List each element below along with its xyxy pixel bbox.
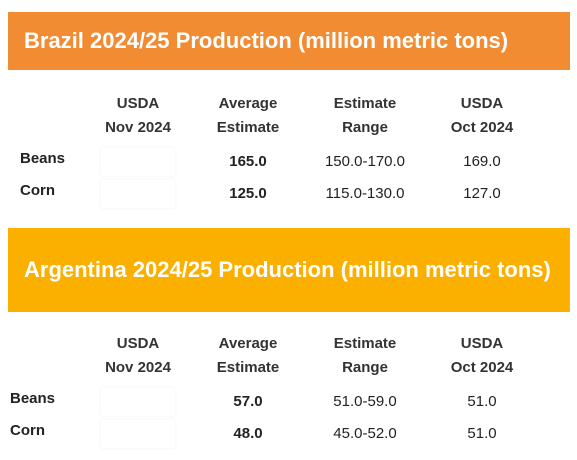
blank-cell: [101, 180, 175, 208]
table-cell: 48.0: [233, 425, 263, 442]
table-cell: 45.0-52.0: [333, 425, 397, 442]
table-cell: 51.0: [467, 425, 497, 442]
column-header: Average Estimate: [216, 95, 280, 136]
table-cell: 150.0-170.0: [324, 153, 406, 170]
section-title: Argentina 2024/25 Production (million me…: [8, 228, 570, 312]
column-header: USDA Oct 2024: [450, 335, 514, 376]
row-label: Corn: [10, 422, 45, 439]
table-cell: 125.0: [229, 185, 267, 202]
column-header: USDA Nov 2024: [105, 335, 171, 376]
section-title: Brazil 2024/25 Production (million metri…: [8, 12, 570, 70]
column-header: USDA Nov 2024: [105, 95, 171, 136]
table-cell: 51.0: [467, 393, 497, 410]
column-header: Estimate Range: [333, 335, 397, 376]
column-header: Estimate Range: [333, 95, 397, 136]
blank-cell: [101, 420, 175, 448]
row-label: Corn: [20, 182, 55, 199]
table-cell: 51.0-59.0: [333, 393, 397, 410]
table-cell: 169.0: [463, 153, 501, 170]
table-cell: 57.0: [233, 393, 263, 410]
table-cell: 127.0: [463, 185, 501, 202]
row-label: Beans: [10, 390, 56, 407]
column-header: Average Estimate: [216, 335, 280, 376]
blank-cell: [101, 388, 175, 416]
table-cell: 115.0-130.0: [325, 185, 405, 202]
blank-cell: [101, 148, 175, 176]
column-header: USDA Oct 2024: [450, 95, 514, 136]
row-label: Beans: [20, 150, 66, 167]
table-cell: 165.0: [229, 153, 267, 170]
